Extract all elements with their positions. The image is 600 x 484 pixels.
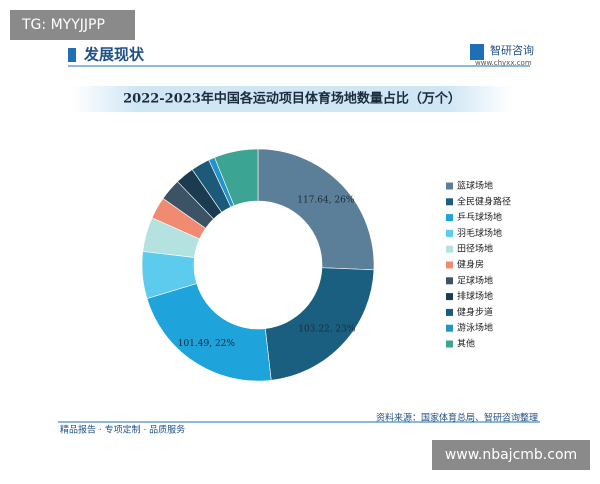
legend-label: 田径场地 (457, 243, 493, 255)
legend-label: 足球场地 (457, 274, 493, 286)
legend-label: 全民健身路径 (457, 195, 511, 207)
legend-swatch (446, 198, 453, 206)
site-tag-box (432, 440, 590, 470)
value-label: 101.49, 22% (178, 339, 236, 349)
legend-label: 健身步道 (457, 306, 493, 318)
value-label: 103.22, 23% (298, 325, 356, 335)
overlay-tag: TG: MYYJJPP (21, 17, 105, 33)
footer-left: 精品报告 · 专项定制 · 品质服务 (60, 424, 185, 436)
footer-source: 资料来源：国家体育总局、智研咨询整理 (376, 412, 538, 424)
legend-swatch (446, 245, 453, 253)
chart-title: 2022-2023年中国各运动项目体育场地数量占比（万个） (123, 91, 461, 107)
value-label: 117.64, 26% (297, 195, 355, 205)
donut-slice (257, 148, 375, 271)
site-tag: www.nbajcmb.com (445, 447, 577, 463)
title-band (72, 86, 512, 112)
legend-swatch (446, 324, 453, 332)
header-title: 发展现状 (83, 46, 145, 64)
donut-slice (214, 148, 259, 207)
legend-swatch (446, 182, 453, 190)
legend-label: 乒乓球场地 (457, 211, 502, 223)
logo-icon (470, 44, 484, 60)
legend-swatch (446, 308, 453, 316)
logo-url: www.chyxx.com (475, 59, 532, 67)
legend-swatch (446, 214, 453, 222)
header-icon (68, 48, 76, 62)
legend-label: 排球场地 (457, 290, 493, 302)
legend-label: 羽毛球场地 (457, 227, 502, 239)
legend-swatch (446, 261, 453, 269)
overlay-tag-box (10, 10, 135, 40)
legend-swatch (446, 340, 453, 348)
chart: 117.64, 26% 103.22, 23% 101.49, 22% 篮球场地全民健… (141, 148, 511, 382)
legend-label: 篮球场地 (457, 180, 493, 192)
legend-swatch (446, 293, 453, 301)
legend-label: 其他 (457, 338, 475, 350)
legend-label: 健身房 (457, 259, 484, 271)
legend-swatch (446, 277, 453, 285)
donut-slice (264, 267, 375, 381)
legend-swatch (446, 229, 453, 237)
logo-text: 智研咨询 (490, 43, 534, 57)
legend-label: 游泳场地 (457, 322, 493, 334)
